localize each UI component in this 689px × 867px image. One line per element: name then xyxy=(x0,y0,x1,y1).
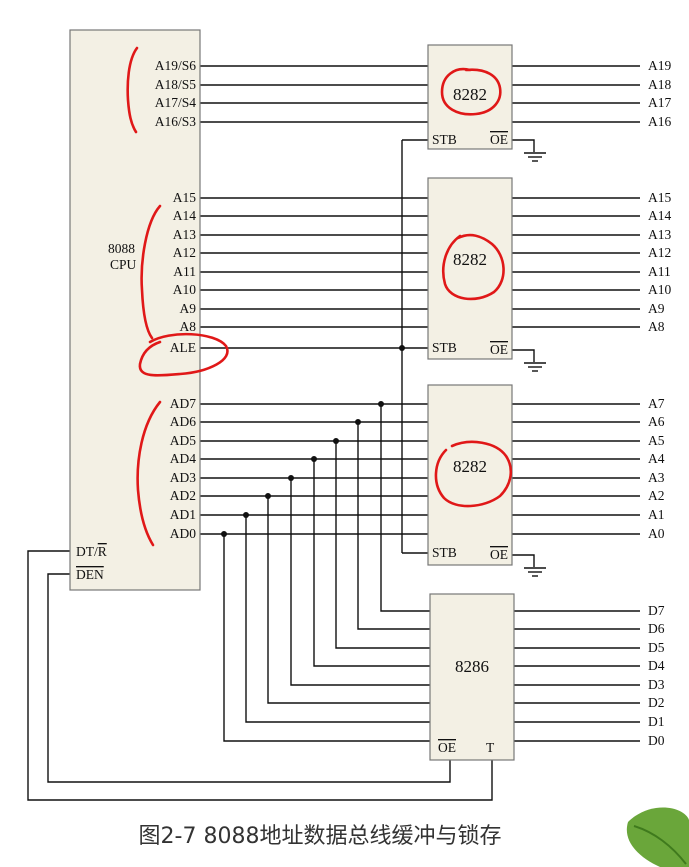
out-d5: D5 xyxy=(648,640,665,655)
output-labels: A19 A18 A17 A16 A15 A14 A13 A12 A11 A10 … xyxy=(648,58,671,748)
junction-dots xyxy=(221,345,405,537)
out-a6: A6 xyxy=(648,414,665,429)
circle-latch-mid xyxy=(441,233,505,301)
figure-caption: 图2-7 8088地址数据总线缓冲与锁存 xyxy=(138,824,502,849)
out-a10: A10 xyxy=(648,282,671,297)
pin-ad1: AD1 xyxy=(170,507,196,522)
pin-a9: A9 xyxy=(180,301,197,316)
cpu-name-line2: CPU xyxy=(110,257,137,272)
ground-symbols xyxy=(512,139,546,577)
cpu-chip: 8088 CPU A19/S6 A18/S5 A17/S4 A16/S3 A15… xyxy=(69,29,201,591)
transceiver: 8286 OE T xyxy=(429,593,515,761)
transceiver-body xyxy=(429,593,515,761)
pin-a11: A11 xyxy=(173,264,196,279)
latch-mid-oe: OE xyxy=(490,342,508,357)
pin-ad7: AD7 xyxy=(170,396,196,411)
latch-mid-stb: STB xyxy=(432,340,457,355)
out-a9: A9 xyxy=(648,301,665,316)
pin-a17: A17/S4 xyxy=(155,95,197,110)
bracket-a19-a16 xyxy=(126,46,139,134)
out-a0: A0 xyxy=(648,526,665,541)
out-a8: A8 xyxy=(648,319,665,334)
out-d6: D6 xyxy=(648,621,665,636)
pin-a16: A16/S3 xyxy=(155,114,197,129)
transceiver-oe: OE xyxy=(438,740,456,755)
pin-dt-r: DT/R xyxy=(76,544,107,559)
latch-mid: 8282 STB OE xyxy=(427,177,513,360)
out-a2: A2 xyxy=(648,488,665,503)
cpu-name: 8088 xyxy=(108,241,135,256)
pin-a8: A8 xyxy=(180,319,197,334)
out-a4: A4 xyxy=(648,451,665,466)
out-a1: A1 xyxy=(648,507,665,522)
circle-latch-low xyxy=(434,440,513,508)
latch-low-oe: OE xyxy=(490,547,508,562)
latch-low-body xyxy=(427,384,513,566)
pin-ad0: AD0 xyxy=(170,526,196,541)
leaf-decoration xyxy=(626,807,689,867)
out-a19: A19 xyxy=(648,58,671,73)
latch-high-oe: OE xyxy=(490,132,508,147)
out-a11: A11 xyxy=(648,264,671,279)
pin-ad2: AD2 xyxy=(170,488,196,503)
latch-mid-name: 8282 xyxy=(453,250,487,269)
transceiver-name: 8286 xyxy=(455,657,489,676)
pin-a14: A14 xyxy=(173,208,196,223)
ale-circle xyxy=(138,332,229,377)
pin-ad4: AD4 xyxy=(170,451,196,466)
pin-a10: A10 xyxy=(173,282,196,297)
pin-a13: A13 xyxy=(173,227,196,242)
pin-ad6: AD6 xyxy=(170,414,196,429)
circle-latch-high xyxy=(440,67,502,116)
bracket-ad7-ad0 xyxy=(136,400,162,547)
pin-a19: A19/S6 xyxy=(155,58,197,73)
cpu-body xyxy=(69,29,201,591)
out-a13: A13 xyxy=(648,227,671,242)
out-d0: D0 xyxy=(648,733,665,748)
latch-low: 8282 STB OE xyxy=(427,384,513,566)
latch-low-name: 8282 xyxy=(453,457,487,476)
pin-ad3: AD3 xyxy=(170,470,196,485)
transceiver-t: T xyxy=(486,740,495,755)
out-a5: A5 xyxy=(648,433,665,448)
bracket-a15-a8 xyxy=(140,204,162,340)
out-a7: A7 xyxy=(648,396,665,411)
out-d1: D1 xyxy=(648,714,665,729)
latch-high-name: 8282 xyxy=(453,85,487,104)
latch-high-stb: STB xyxy=(432,132,457,147)
out-a14: A14 xyxy=(648,208,671,223)
out-a12: A12 xyxy=(648,245,671,260)
out-a3: A3 xyxy=(648,470,665,485)
pin-a15: A15 xyxy=(173,190,196,205)
pin-ale: ALE xyxy=(170,340,196,355)
out-a16: A16 xyxy=(648,114,671,129)
red-annotations xyxy=(126,46,513,547)
latch-low-stb: STB xyxy=(432,545,457,560)
pin-ad5: AD5 xyxy=(170,433,196,448)
out-a15: A15 xyxy=(648,190,671,205)
out-a18: A18 xyxy=(648,77,671,92)
out-d2: D2 xyxy=(648,695,665,710)
out-d4: D4 xyxy=(648,658,665,673)
pin-a18: A18/S5 xyxy=(155,77,197,92)
pin-den: DEN xyxy=(76,567,104,582)
out-d3: D3 xyxy=(648,677,665,692)
out-d7: D7 xyxy=(648,603,665,618)
pin-a12: A12 xyxy=(173,245,196,260)
out-a17: A17 xyxy=(648,95,671,110)
